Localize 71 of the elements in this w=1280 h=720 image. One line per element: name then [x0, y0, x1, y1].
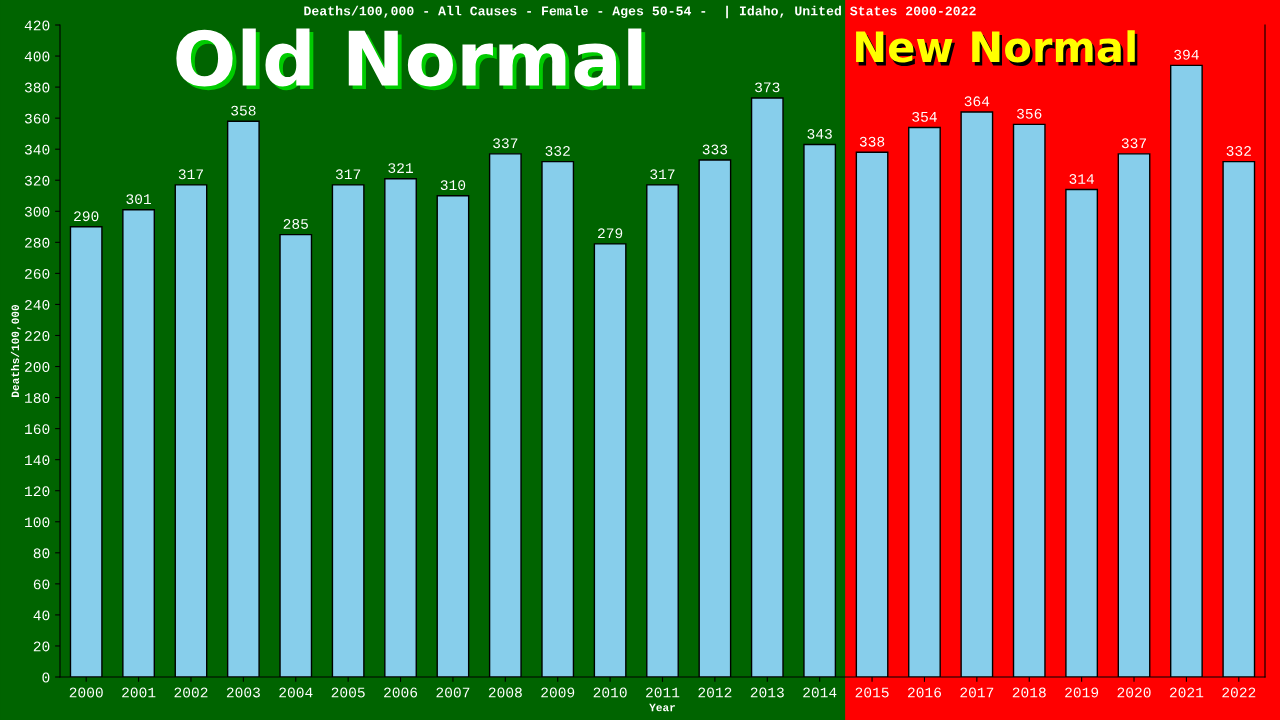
- y-tick-label: 0: [42, 672, 50, 683]
- y-tick-label: 380: [24, 82, 50, 93]
- y-tick-label: 100: [25, 517, 50, 528]
- y-tick-label: 280: [25, 237, 50, 248]
- x-tick-label: 2021: [1169, 687, 1204, 698]
- x-tick-label: 2020: [1117, 687, 1151, 698]
- x-tick-label: 2018: [1012, 687, 1046, 698]
- y-tick-label: 220: [25, 331, 50, 341]
- data-label: 337: [493, 138, 518, 149]
- x-tick-label: 2013: [750, 687, 784, 698]
- data-label: 364: [964, 96, 990, 107]
- data-label: 317: [650, 169, 675, 180]
- data-label: 285: [283, 219, 308, 229]
- y-tick-label: 420: [24, 20, 50, 31]
- data-label: 279: [598, 228, 623, 239]
- x-tick-label: 2005: [331, 687, 365, 698]
- y-tick-label: 60: [33, 579, 50, 590]
- x-tick-label: 2001: [122, 687, 156, 698]
- x-tick-label: 2007: [436, 687, 470, 698]
- x-tick-label: 2006: [384, 687, 418, 698]
- x-tick-label: 2012: [698, 687, 732, 698]
- y-tick-label: 260: [25, 268, 50, 279]
- y-axis-title: Deaths/100,000: [10, 304, 21, 397]
- data-label: 333: [702, 144, 728, 155]
- x-tick-label: 2019: [1065, 687, 1099, 698]
- x-tick-label: 2014: [803, 687, 837, 698]
- chart-title: Deaths/100,000 - All Causes - Female - Ages 50-54 - | Idaho, United States 2000-2022: [304, 5, 976, 19]
- y-tick-label: 240: [25, 299, 50, 310]
- data-label: 337: [1121, 138, 1147, 149]
- y-tick-label: 180: [25, 393, 50, 403]
- x-tick-label: 2009: [541, 687, 575, 698]
- data-label: 356: [1017, 108, 1042, 119]
- data-label: 373: [755, 82, 780, 93]
- y-tick-label: 400: [24, 51, 50, 62]
- data-label: 338: [859, 136, 885, 147]
- data-label: 321: [388, 163, 413, 174]
- data-label: 310: [440, 180, 466, 191]
- data-label: 317: [335, 169, 361, 180]
- y-tick-label: 40: [33, 610, 50, 621]
- y-tick-label: 200: [25, 362, 50, 372]
- data-label: 394: [1174, 49, 1199, 60]
- y-tick-label: 300: [24, 206, 50, 217]
- data-label: 343: [807, 128, 832, 139]
- y-tick-label: 80: [33, 548, 50, 559]
- data-label: 332: [1226, 146, 1251, 156]
- x-tick-label: 2000: [69, 687, 103, 698]
- data-label: 301: [126, 194, 152, 205]
- y-tick-label: 120: [25, 486, 50, 497]
- x-axis-title: Year: [649, 703, 676, 712]
- x-tick-label: 2011: [646, 687, 680, 698]
- y-tick-label: 140: [25, 455, 50, 466]
- x-tick-label: 2004: [279, 687, 313, 698]
- data-label: 358: [231, 105, 256, 116]
- y-tick-label: 320: [24, 175, 50, 186]
- data-label: 317: [178, 169, 203, 180]
- data-label: 354: [912, 111, 937, 122]
- y-tick-label: 360: [24, 113, 50, 124]
- x-tick-label: 2003: [226, 687, 260, 698]
- x-tick-label: 2002: [174, 687, 208, 698]
- data-label: 332: [545, 146, 570, 156]
- data-label: 290: [74, 211, 99, 222]
- x-tick-label: 2008: [488, 687, 522, 698]
- y-tick-label: 340: [24, 144, 50, 155]
- x-tick-label: 2015: [855, 687, 889, 698]
- x-tick-label: 2022: [1222, 687, 1256, 698]
- x-tick-label: 2017: [960, 687, 994, 698]
- y-tick-label: 160: [25, 424, 50, 435]
- x-tick-label: 2016: [907, 687, 942, 698]
- x-tick-label: 2010: [593, 687, 627, 698]
- data-label: 314: [1069, 173, 1095, 184]
- y-tick-label: 20: [33, 641, 50, 652]
